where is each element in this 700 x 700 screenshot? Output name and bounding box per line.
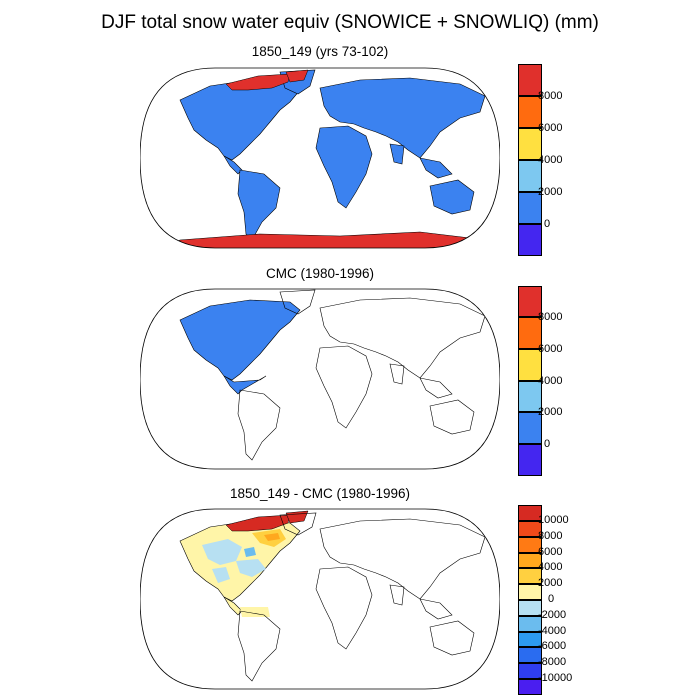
colorbar-swatch-9	[518, 647, 542, 663]
colorbar-swatch-5	[518, 584, 542, 600]
world-map-model	[140, 67, 500, 249]
colorbar-label: 2000	[538, 186, 563, 198]
continent-australia	[429, 179, 475, 215]
colorbar-label: -10000	[538, 672, 573, 684]
colorbar-swatch-1	[518, 317, 542, 349]
colorbar-label: 4000	[538, 375, 563, 387]
continent-eurasia	[319, 77, 486, 159]
colorbar-label: -4000	[538, 625, 567, 637]
colorbar-label: 2000	[538, 577, 563, 589]
colorbar-label: 0	[544, 218, 551, 230]
panel-title: CMC (1980-1996)	[265, 266, 375, 281]
map-land-observed	[179, 289, 486, 461]
colorbar-swatch-1	[518, 521, 542, 537]
colorbar-swatch-3	[518, 381, 542, 412]
map-land-model	[159, 69, 486, 248]
colorbar-swatch-4	[518, 192, 542, 224]
colorbar-swatch-2	[518, 349, 542, 381]
colorbar-swatch-8	[518, 632, 542, 647]
colorbar-swatch-3	[518, 553, 542, 568]
colorbar-swatch-4	[518, 412, 542, 444]
arctic-high-snow	[225, 73, 291, 91]
colorbar-label: 0	[544, 438, 551, 450]
colorbar-label: 8000	[538, 90, 563, 102]
colorbar-swatch-3	[518, 160, 542, 192]
colorbar-label: 4000	[538, 561, 563, 573]
colorbar-model: 8000 6000 4000 2000 0	[518, 64, 598, 256]
panel-title: 1850_149 (yrs 73-102)	[251, 44, 389, 59]
colorbar-label: 0	[548, 593, 555, 605]
continent-north-america	[179, 79, 301, 161]
colorbar-swatch-2	[518, 537, 542, 553]
continent-africa	[315, 125, 373, 209]
colorbar-label: 6000	[538, 546, 563, 558]
colorbar-label: 8000	[538, 311, 563, 323]
colorbar-swatch-2	[518, 128, 542, 160]
colorbar-swatch-7	[518, 616, 542, 632]
colorbar-label: -8000	[538, 656, 567, 668]
continent-antarctica	[159, 231, 481, 248]
colorbar-swatch-4	[518, 568, 542, 584]
colorbar-swatch-11	[518, 679, 542, 695]
colorbar-label: 4000	[538, 154, 563, 166]
colorbar-swatch-5	[518, 224, 542, 256]
colorbar-difference: 10000 8000 6000 4000 2000 0 -2000 -4000 …	[518, 505, 598, 695]
colorbar-observed: 8000 6000 4000 2000 0	[518, 286, 598, 476]
map-land-difference	[179, 510, 486, 682]
world-map-observed	[140, 288, 500, 470]
colorbar-label: 10000	[538, 514, 569, 526]
colorbar-swatch-0	[518, 505, 542, 521]
colorbar-label: 6000	[538, 343, 563, 355]
colorbar-label: -2000	[538, 609, 567, 621]
colorbar-label: -6000	[538, 640, 567, 652]
world-map-difference	[140, 508, 500, 690]
colorbar-swatch-10	[518, 663, 542, 679]
figure-title: DJF total snow water equiv (SNOWICE + SN…	[101, 12, 599, 33]
colorbar-swatch-1	[518, 96, 542, 128]
continent-north-america	[179, 299, 301, 381]
colorbar-swatch-5	[518, 444, 542, 476]
colorbar-swatch-0	[518, 64, 542, 96]
continent-south-america	[237, 169, 281, 241]
colorbar-swatch-6	[518, 600, 542, 616]
colorbar-label: 6000	[538, 122, 563, 134]
colorbar-label: 2000	[538, 406, 563, 418]
colorbar-swatch-0	[518, 286, 542, 317]
colorbar-label: 8000	[538, 530, 563, 542]
panel-title: 1850_149 - CMC (1980-1996)	[229, 486, 411, 501]
arctic-high-snow	[225, 514, 291, 532]
